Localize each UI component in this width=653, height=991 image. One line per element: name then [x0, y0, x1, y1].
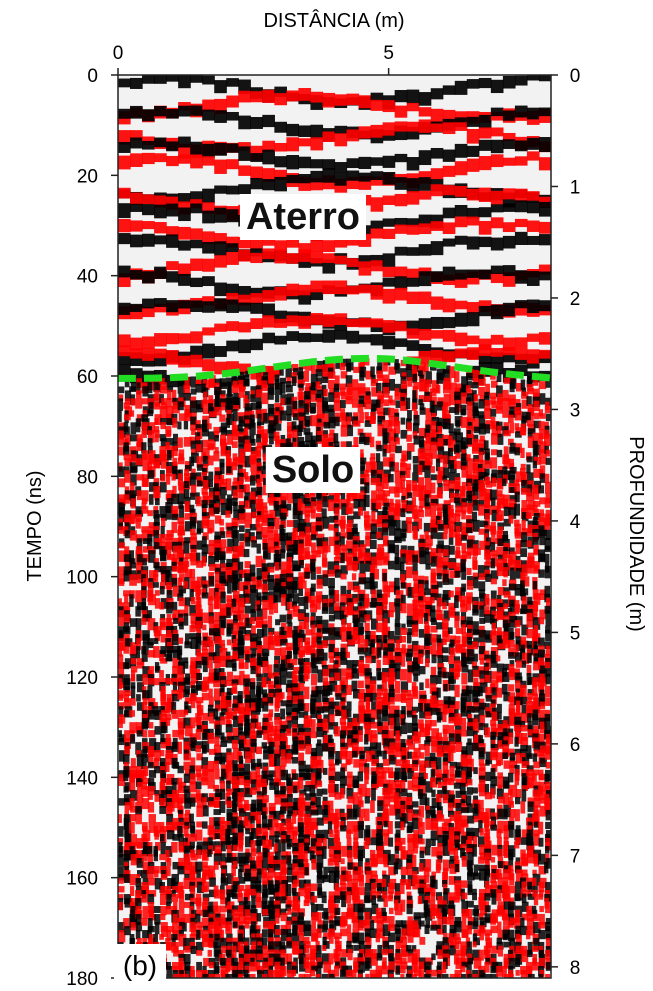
left-tick-label-9: 180 [66, 969, 98, 990]
left-axis: 0 20 40 60 80 100 120 140 160 180 [66, 66, 118, 990]
left-tick-label-7: 140 [66, 768, 98, 789]
label-aterro: Aterro [239, 194, 367, 240]
right-tick-label-0: 0 [570, 66, 581, 87]
plot-frame [117, 74, 552, 979]
right-axis-title: PROFUNDIDADE (m) [625, 436, 647, 632]
right-tick-label-2: 2 [570, 289, 581, 310]
top-tick-label-1: 5 [383, 43, 394, 64]
left-tick-label-1: 20 [77, 166, 98, 187]
left-tick-label-0: 0 [87, 66, 98, 87]
right-tick-label-5: 5 [570, 623, 581, 644]
right-tick-label-6: 6 [570, 735, 581, 756]
left-tick-label-8: 160 [66, 869, 98, 890]
right-tick-label-4: 4 [570, 512, 581, 533]
top-tick-label-0: 0 [113, 43, 124, 64]
left-tick-label-5: 100 [66, 568, 98, 589]
left-axis-title: TEMPO (ns) [24, 470, 46, 581]
right-tick-label-1: 1 [570, 177, 581, 198]
top-axis-title: DISTÂNCIA (m) [263, 9, 404, 32]
right-tick-label-8: 8 [570, 958, 581, 979]
right-tick-label-3: 3 [570, 400, 581, 421]
right-axis: 0 1 2 3 4 5 6 7 8 [551, 66, 581, 979]
label-solo: Solo [265, 447, 361, 493]
interface-line [117, 354, 552, 383]
panel-label: (b) [114, 944, 166, 981]
left-tick-label-2: 40 [77, 267, 98, 288]
left-tick-label-3: 60 [77, 367, 98, 388]
left-tick-label-6: 120 [66, 668, 98, 689]
left-tick-label-4: 80 [77, 467, 98, 488]
right-tick-label-7: 7 [570, 846, 581, 867]
